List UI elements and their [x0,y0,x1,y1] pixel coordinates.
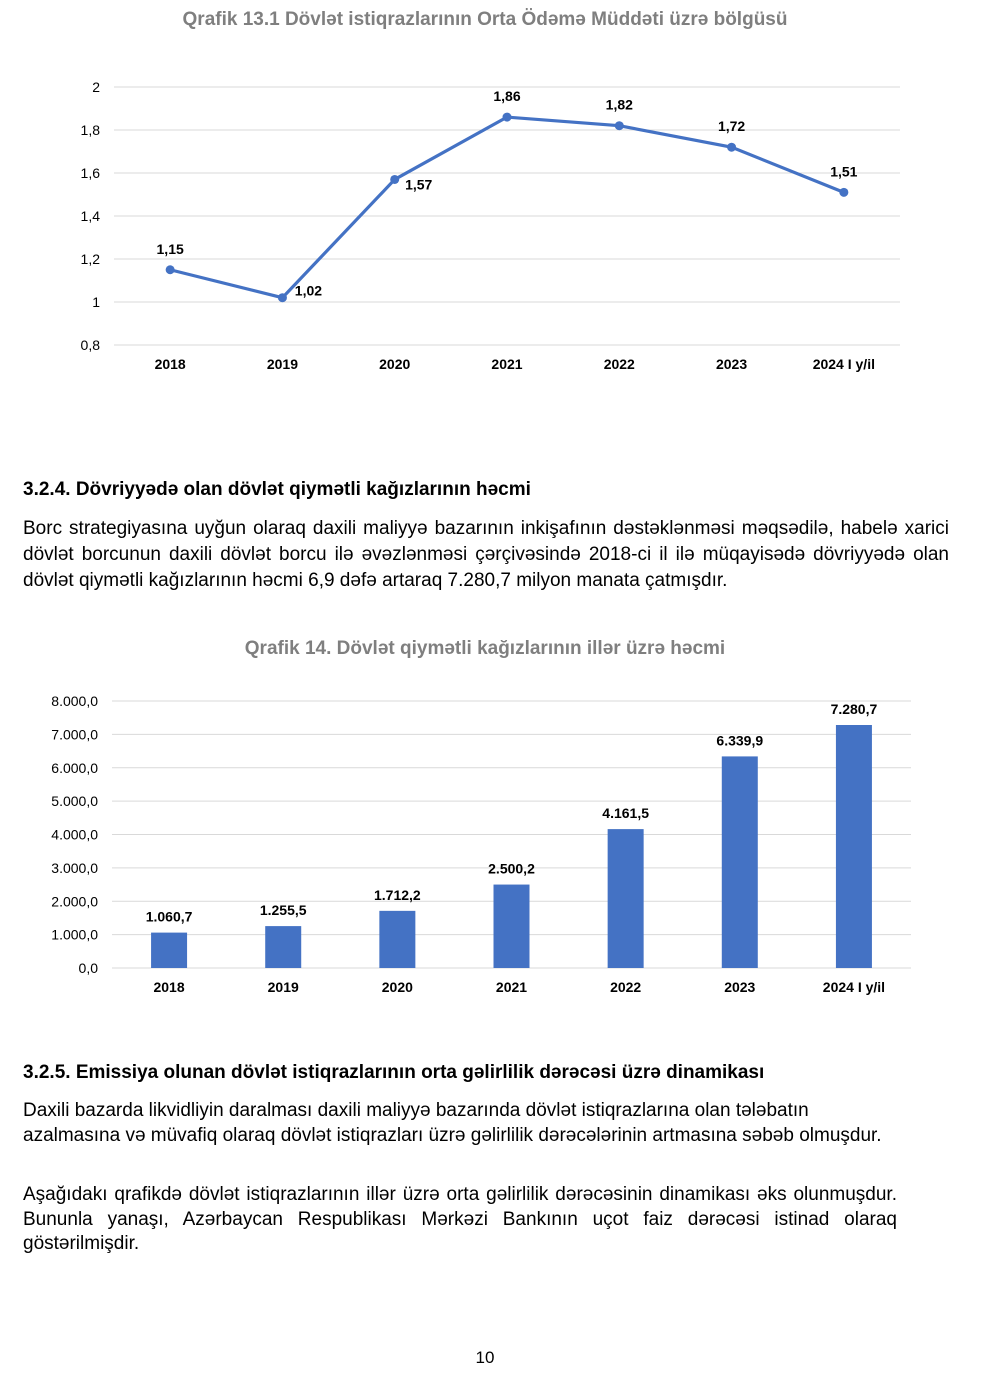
x-tick-label: 2023 [724,979,755,995]
y-tick-label: 8.000,0 [51,693,98,709]
x-tick-label: 2022 [604,356,635,372]
x-tick-label: 2019 [267,356,298,372]
bar [607,829,644,968]
data-point [727,142,737,152]
x-tick-label: 2021 [491,356,522,372]
page-number: 10 [475,1348,495,1367]
data-label: 1.060,7 [146,909,193,925]
data-label: 2.500,2 [488,861,535,877]
y-tick-label: 1,6 [81,165,101,181]
section-heading-3-2-5: 3.2.5. Emissiya olunan dövlət istiqrazla… [23,1062,765,1083]
section-heading-3-2-4: 3.2.4. Dövriyyədə olan dövlət qiymətli k… [23,479,531,500]
section-3-2-5-paragraph-1: Daxili bazarda likvidliyin daralması dax… [23,1100,882,1146]
data-point [165,265,175,275]
data-point [614,121,624,131]
data-label: 7.280,7 [831,701,878,717]
data-label: 6.339,9 [716,732,763,748]
chart2-title: Qrafik 14. Dövlət qiymətli kağızlarının … [244,638,726,659]
x-tick-label: 2021 [496,979,527,995]
bar [493,884,530,968]
data-label: 1.712,2 [374,887,421,903]
data-point [277,293,287,303]
section-3-2-4-paragraph: Borc strategiyasına uyğun olaraq daxili … [23,518,949,591]
data-point [390,174,400,184]
data-point [502,112,512,122]
data-label: 1,15 [157,241,184,257]
x-tick-label: 2020 [382,979,413,995]
y-tick-label: 0,8 [81,337,101,353]
y-tick-label: 1 [92,294,100,310]
bar [835,725,872,968]
section-3-2-5-paragraph-2: Aşağıdakı qrafikdə dövlət istiqrazlarını… [23,1184,897,1254]
y-tick-label: 4.000,0 [51,827,98,843]
y-tick-label: 6.000,0 [51,760,98,776]
y-tick-label: 2.000,0 [51,893,98,909]
data-label: 1.255,5 [260,902,307,918]
x-tick-label: 2023 [716,356,747,372]
x-tick-label: 2019 [268,979,299,995]
data-label: 1,72 [718,118,745,134]
bar [721,756,758,968]
x-tick-label: 2022 [610,979,641,995]
y-tick-label: 5.000,0 [51,793,98,809]
data-label: 1,51 [830,163,857,179]
y-tick-label: 1,8 [81,122,101,138]
bar [379,910,416,968]
x-tick-label: 2018 [155,356,186,372]
bar-chart-securities-volume: 0,0 1.000,0 2.000,0 3.000,0 4.000,0 5.000,0 6.… [51,693,911,995]
x-tick-label: 2024 I y/il [823,979,885,995]
bar [265,926,302,968]
x-tick-label: 2018 [153,979,184,995]
data-point [839,187,849,197]
data-label: 1,02 [295,283,322,299]
x-tick-label: 2024 I y/il [813,356,875,372]
bar [151,932,188,968]
data-label: 1,82 [606,97,633,113]
y-tick-label: 1,4 [81,208,101,224]
y-tick-label: 7.000,0 [51,726,98,742]
x-tick-label: 2020 [379,356,410,372]
data-label: 4.161,5 [602,805,649,821]
chart1-title: Qrafik 13.1 Dövlət istiqrazlarının Orta … [182,9,788,30]
y-tick-label: 1,2 [81,251,101,267]
data-label: 1,57 [405,176,432,192]
y-tick-label: 2 [92,79,100,95]
y-tick-label: 1.000,0 [51,927,98,943]
y-tick-label: 3.000,0 [51,860,98,876]
data-label: 1,86 [493,88,520,104]
y-tick-label: 0,0 [79,960,99,976]
